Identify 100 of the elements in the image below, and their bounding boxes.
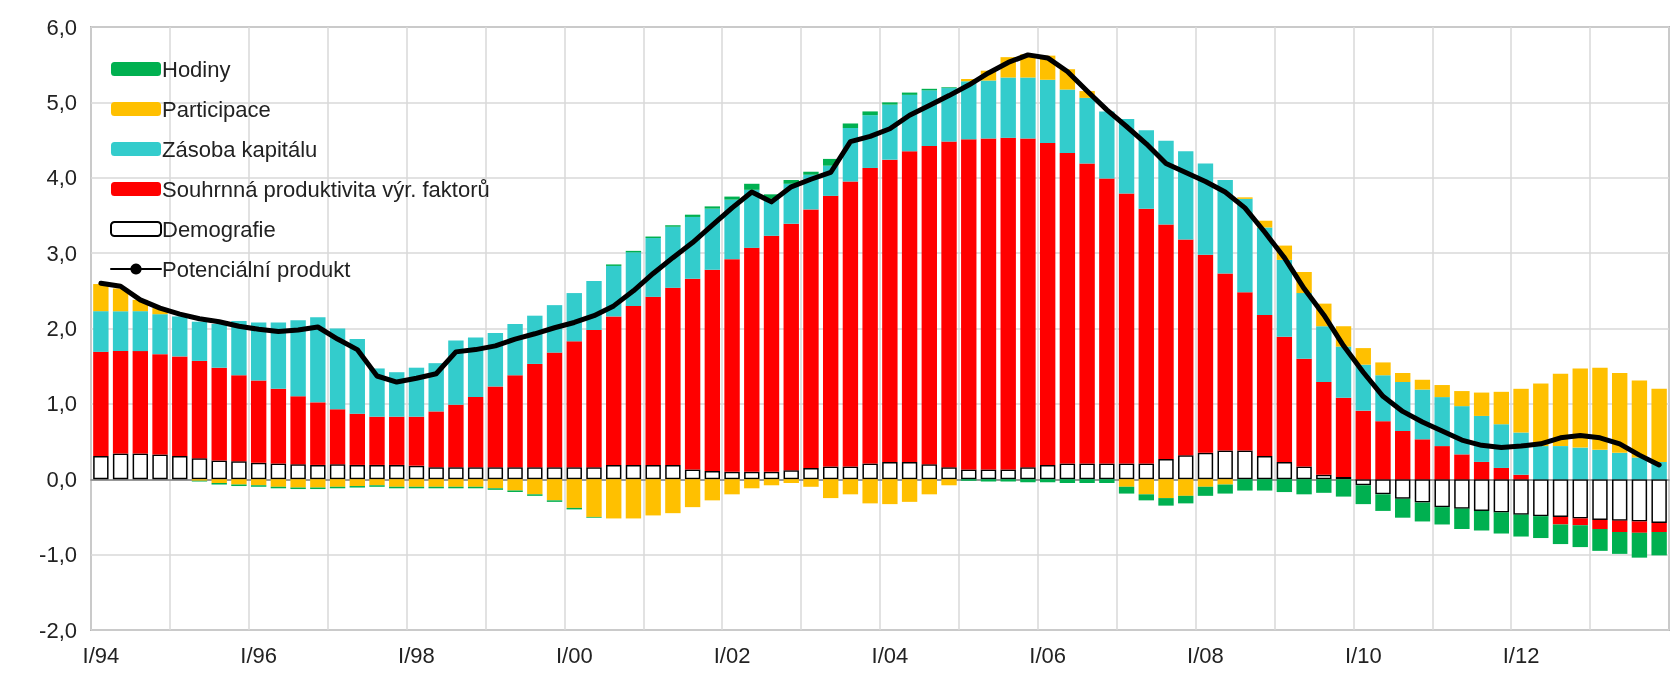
bar (625, 479, 642, 519)
bar (93, 351, 109, 456)
bar (93, 311, 109, 352)
y-tick-label: -1,0 (39, 542, 77, 568)
bar (1552, 524, 1569, 545)
y-tick-label: -2,0 (39, 617, 77, 643)
bar (310, 464, 326, 480)
bar (1178, 479, 1194, 496)
bar (1414, 379, 1431, 390)
bar (349, 464, 365, 480)
bar (606, 316, 622, 465)
bar (369, 464, 385, 480)
bar (349, 479, 365, 487)
bar (744, 471, 760, 480)
bar (1178, 455, 1194, 480)
bar (1414, 439, 1431, 480)
bar (1256, 314, 1273, 456)
bar (428, 411, 444, 468)
bar (270, 388, 287, 464)
bar (1276, 461, 1293, 480)
bar (803, 479, 819, 487)
bar (1592, 519, 1608, 529)
bar (191, 458, 208, 480)
y-tick-label: 1,0 (46, 391, 77, 417)
bar (1316, 382, 1332, 475)
bar (1099, 479, 1115, 484)
bar (408, 416, 425, 466)
bar (1434, 385, 1450, 398)
bar (290, 464, 306, 480)
bar (1079, 163, 1095, 464)
bar (1493, 512, 1510, 534)
bar (1020, 77, 1036, 139)
bar (231, 479, 247, 485)
bar (566, 341, 582, 468)
bar (1335, 397, 1352, 477)
bar (1473, 392, 1490, 416)
bar (152, 454, 168, 480)
x-tick-label: I/96 (240, 642, 278, 668)
bar (310, 317, 326, 403)
bar (1158, 140, 1174, 225)
bar (1296, 293, 1312, 359)
x-tick-label: I/12 (1502, 642, 1540, 668)
bar (606, 464, 622, 480)
bar (546, 479, 563, 501)
bar (1316, 474, 1332, 480)
bar (132, 311, 149, 352)
bar (684, 479, 701, 508)
bar (1039, 479, 1056, 483)
x-tick-label: I/00 (555, 642, 593, 668)
bar (586, 330, 602, 468)
bar (428, 479, 444, 487)
bar (1217, 450, 1233, 480)
bar (1533, 479, 1549, 517)
bar (704, 269, 721, 471)
bar (93, 284, 109, 312)
bar (211, 460, 227, 480)
bar (1375, 479, 1391, 495)
bar (112, 311, 129, 352)
y-tick-label: 3,0 (46, 240, 77, 266)
bar (1454, 479, 1470, 509)
bar (487, 467, 504, 480)
bar (862, 111, 878, 116)
bar (1256, 479, 1273, 491)
bar (566, 479, 582, 508)
bar (152, 314, 168, 355)
bar (941, 479, 957, 486)
bar (448, 467, 464, 480)
bar (1355, 410, 1371, 480)
bar (1631, 532, 1648, 558)
bar (980, 479, 997, 482)
bar (191, 360, 208, 459)
bar (507, 467, 523, 480)
bar (1611, 532, 1628, 554)
bar (1197, 479, 1214, 487)
bar (527, 363, 543, 468)
bar (1020, 467, 1036, 480)
bar (625, 464, 642, 480)
bar (1572, 447, 1588, 480)
bar (290, 396, 306, 465)
y-tick-label: 6,0 (46, 14, 77, 40)
bar (1395, 479, 1411, 499)
bar (842, 181, 859, 467)
bar (467, 397, 484, 468)
bar (1473, 479, 1490, 511)
bar (645, 296, 661, 465)
bar (1631, 521, 1648, 533)
bar (1020, 138, 1036, 468)
bar (842, 466, 859, 480)
bar (1592, 449, 1608, 480)
bar (1572, 518, 1588, 526)
bar (1138, 208, 1154, 464)
bar (862, 463, 878, 480)
bar (172, 455, 188, 480)
legend-label: Demografie (162, 216, 276, 242)
bar (822, 466, 839, 480)
bar (724, 196, 740, 200)
bar (1059, 463, 1076, 480)
bar (1513, 514, 1529, 537)
bar (132, 351, 149, 454)
bar (1039, 464, 1056, 480)
